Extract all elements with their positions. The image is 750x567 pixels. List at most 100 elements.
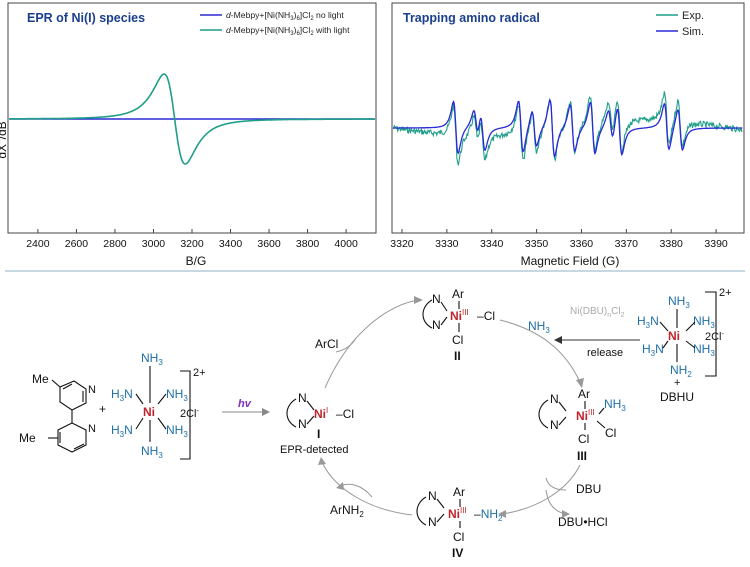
chart-epr-xtick-label-3200: 3200: [180, 238, 204, 250]
chart-epr-xtick-label-2600: 2600: [65, 238, 89, 250]
species-iii: N N Ar NiIII NH3 Cl Cl III: [538, 387, 626, 463]
reagent-arcl: ArCl: [315, 337, 338, 351]
ligand-me-bottom: Me: [19, 431, 36, 445]
byproduct-dbu-hcl: DBU•HCl: [558, 515, 608, 529]
arrow-i-to-ii: [324, 299, 419, 389]
chart-epr-xtick-label-3400: 3400: [219, 238, 243, 250]
product-out-arrow: [339, 483, 373, 498]
nickel-hexaammine-left: NH3 H3N NH3 Ni H3N NH3 NH3 2+ 2Cl-: [111, 351, 206, 460]
species-iv-ar: Ar: [453, 485, 465, 499]
chart-trap-xlabel: Magnetic Field (G): [521, 254, 620, 268]
reagent-dbu: DBU: [576, 482, 601, 496]
chart-epr-legend: d-Mebpy+[Ni(NH3)6]Cl2 no light d-Mebpy+[…: [200, 10, 350, 37]
dbhu-plus: +: [674, 377, 680, 389]
species-iii-label: III: [577, 449, 587, 463]
hv-label: hv: [238, 398, 252, 410]
arrow-iv-to-i: [321, 461, 413, 516]
species-iii-ar: Ar: [578, 387, 590, 401]
species-ii-cl-right: –Cl: [477, 309, 495, 323]
chart-epr-ylabel: dX''/dB: [0, 121, 9, 158]
arrow-ii-to-iii: [499, 319, 581, 383]
species-iv: N N Ar NiIII –NH2 Cl IV: [416, 485, 503, 560]
chart-trap-xtick-label-3330: 3330: [435, 238, 459, 250]
ligand-me-top: Me: [32, 372, 49, 386]
grey-complex: Ni(DBU)nCl2: [570, 306, 625, 319]
chart-epr-xtick-label-3600: 3600: [257, 238, 281, 250]
ligand-structure: Me N N Me: [19, 372, 96, 453]
nh3-top: NH3: [141, 351, 163, 367]
species-iii-n-bottom: N: [550, 418, 559, 432]
chart-epr-xtick-label-4000: 4000: [334, 238, 358, 250]
legend-no-light: d-Mebpy+[Ni(NH3)6]Cl2 no light: [226, 10, 344, 22]
chart-trap-frame: [391, 2, 745, 234]
ni-center-left: Ni: [143, 405, 155, 419]
species-ii-n-top: N: [432, 292, 441, 306]
chart-epr-title: EPR of Ni(I) species: [27, 11, 145, 25]
chart-trap-xtick-label-3350: 3350: [525, 238, 549, 250]
ligand-n-top: N: [88, 384, 96, 396]
chart-trap-title: Trapping amino radical: [403, 11, 540, 25]
species-iv-nh2: –NH2: [474, 507, 503, 523]
chart-epr-panel: EPR of Ni(I) species dX''/dB B/G 2400 260…: [0, 2, 377, 268]
species-i-cl: –Cl: [336, 407, 354, 421]
chart-epr-xtick-label-2400: 2400: [26, 238, 50, 250]
chart-epr-xtick-label-3000: 3000: [142, 238, 166, 250]
species-iii-cl-bottom: Cl: [578, 432, 589, 446]
species-iv-ni: NiIII: [448, 506, 467, 521]
species-ii-label: II: [454, 349, 461, 363]
chart-trap-xtick-label-3320: 3320: [390, 238, 414, 250]
nh3-upper-right-right: NH3: [693, 314, 715, 330]
legend-sim: Sim.: [682, 26, 704, 38]
chart-trap-panel: Trapping amino radical Magnetic Field (G…: [390, 2, 745, 268]
chart-trap-xtick-label-3340: 3340: [480, 238, 504, 250]
chart-trap-xticks: 3320 3330 3340 3350 3360 3370 3380 3390: [390, 229, 728, 250]
h3n-lower-left-right: H3N: [642, 342, 664, 358]
species-iii-cl-right: Cl: [605, 426, 616, 440]
legend-with-light: d-Mebpy+[Ni(NH3)6]Cl2 with light: [226, 25, 350, 37]
plus-sign: +: [99, 402, 106, 416]
species-iv-n-bottom: N: [428, 515, 437, 529]
species-ii-n-bottom: N: [432, 318, 441, 332]
chart-epr-series-with-light: [9, 73, 375, 165]
species-iv-cl: Cl: [453, 530, 464, 544]
chart-trap-legend: Exp. Sim.: [656, 10, 704, 38]
species-iii-nh3: NH3: [604, 397, 626, 413]
species-iii-ni: NiIII: [576, 408, 595, 423]
species-ii: N N Ar NiIII –Cl Cl II: [422, 287, 495, 363]
ligand-n-bottom: N: [88, 423, 96, 435]
species-ii-cl-bottom: Cl: [452, 333, 463, 347]
species-iv-n-top: N: [428, 489, 437, 503]
dbu-in-arrow: [545, 477, 567, 491]
species-iii-n-top: N: [550, 392, 559, 406]
chart-trap-series-exp: [392, 91, 743, 166]
right-counter-ions: 2Cl-: [705, 331, 725, 343]
nickel-amido-complex-right: NH3 H3N NH3 Ni H3N NH3 NH2 2+ 2Cl- + DBH…: [637, 287, 732, 404]
ni-center-right: Ni: [668, 329, 680, 343]
h3n-upper-left-right: H3N: [637, 314, 659, 330]
dbhu-label: DBHU: [660, 390, 694, 404]
release-label: release: [587, 347, 623, 359]
nh3-right-up: NH3: [166, 387, 188, 403]
chart-trap-xtick-label-3380: 3380: [660, 238, 684, 250]
chart-epr-xlabel: B/G: [186, 254, 207, 268]
nh3-top-right: NH3: [668, 294, 690, 310]
nh3-right-down: NH3: [166, 423, 188, 439]
species-i-label: I: [317, 427, 320, 441]
dbu-hcl-out-arrow: [545, 489, 567, 515]
species-iv-label: IV: [452, 546, 463, 560]
species-i: N N NiI –Cl I EPR-detected: [280, 391, 354, 456]
species-ii-ar: Ar: [452, 287, 464, 301]
species-i-note: EPR-detected: [280, 444, 348, 456]
right-complex-charge: 2+: [719, 287, 732, 299]
chart-epr-xtick-label-3800: 3800: [296, 238, 320, 250]
h3n-left-down: H3N: [111, 423, 133, 439]
chart-trap-xtick-label-3370: 3370: [615, 238, 639, 250]
nh2-bottom-right: NH2: [670, 363, 692, 379]
chart-trap-series-sim: [393, 98, 743, 158]
chart-epr-xtick-label-2800: 2800: [103, 238, 127, 250]
species-i-ni: NiI: [314, 406, 328, 421]
nh3-lower-right-right: NH3: [693, 342, 715, 358]
nh3-bottom: NH3: [141, 444, 163, 460]
h3n-left-up: H3N: [111, 387, 133, 403]
